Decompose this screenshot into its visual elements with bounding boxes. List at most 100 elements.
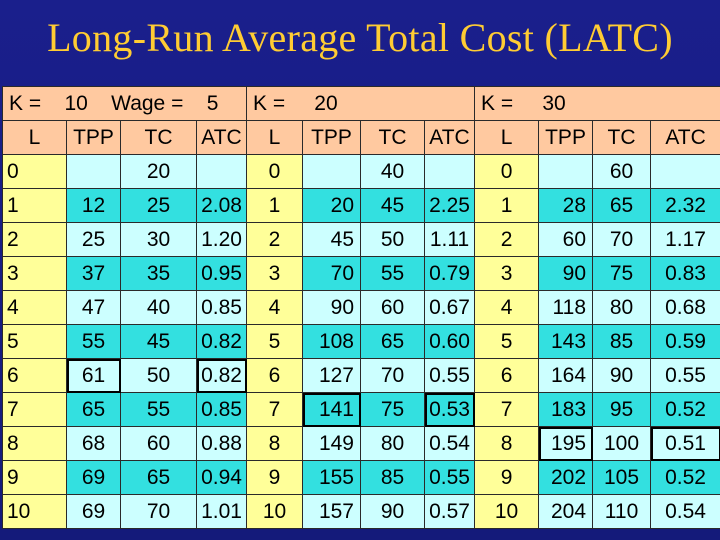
panel-2-tpp-cell: 70 <box>302 256 361 291</box>
panel-1-header-labor: L <box>2 120 67 155</box>
panel-2-tc-cell: 80 <box>360 426 425 461</box>
panel-2-tc-cell: 50 <box>360 222 425 257</box>
panel-3-atc-cell: 0.83 <box>650 256 720 291</box>
table-row: 9 69 65 0.94 9 155 85 0.55 9 202 105 0.52 <box>2 460 720 495</box>
panel-1-tc-cell: 40 <box>120 290 197 325</box>
table-row: 1 12 25 2.08 1 20 45 2.25 1 28 65 2.32 <box>2 188 720 223</box>
panel-3-atc-cell: 0.51 <box>650 426 720 461</box>
panel-1-labor-cell: 6 <box>2 358 67 393</box>
slide-title: Long-Run Average Total Cost (LATC) <box>47 15 673 60</box>
column-header-row: L TPP TC ATC L TPP TC ATC L TPP TC ATC <box>2 120 720 155</box>
panel-1-atc-cell: 1.20 <box>196 222 247 257</box>
panel-2-tc-cell: 55 <box>360 256 425 291</box>
panel-1-header-atc: ATC <box>196 120 247 155</box>
panel-2-tpp-cell: 149 <box>302 426 361 461</box>
panel-3-labor-cell: 6 <box>474 358 540 393</box>
panel-1-tc-cell: 35 <box>120 256 197 291</box>
panel-2-header-tpp: TPP <box>302 120 361 155</box>
panel-3-header-tpp: TPP <box>538 120 594 155</box>
panel-1-atc-cell: 0.82 <box>196 358 247 393</box>
panel-3-tc-cell: 60 <box>592 154 652 189</box>
panel-2-header-tc: TC <box>360 120 425 155</box>
table-row: 10 69 70 1.01 10 157 90 0.57 10 204 110 0.54 <box>2 494 720 529</box>
panel-2-header-labor: L <box>246 120 303 155</box>
table-row: 2 25 30 1.20 2 45 50 1.11 2 60 70 1.17 <box>2 222 720 257</box>
panel-3-tpp-cell: 143 <box>538 324 594 359</box>
panel-3-tpp-cell: 90 <box>538 256 594 291</box>
panel-1-labor-cell: 7 <box>2 392 67 427</box>
panel-2-atc-cell: 0.54 <box>423 426 476 461</box>
panel-3-tpp-cell: 195 <box>538 426 594 461</box>
panel-3-labor-cell: 1 <box>474 188 540 223</box>
panel-2-tpp-cell: 155 <box>302 460 361 495</box>
panel-2-atc-cell: 0.79 <box>423 256 476 291</box>
panel-3-k-label: K = <box>481 91 514 115</box>
panel-1-atc-cell: 0.85 <box>196 392 247 427</box>
panel-3-labor-cell: 8 <box>474 426 540 461</box>
panel-3-labor-cell: 3 <box>474 256 540 291</box>
panel-1-atc-cell: 0.85 <box>196 290 247 325</box>
panel-3-atc-cell: 0.68 <box>650 290 720 325</box>
panel-2-labor-cell: 0 <box>246 154 303 189</box>
panel-1-params: K = 10 Wage = 5 <box>2 86 247 121</box>
panel-2-tpp-cell: 20 <box>302 188 361 223</box>
panel-2-atc-cell: 0.67 <box>423 290 476 325</box>
panel-2-atc-cell: 0.57 <box>423 494 476 529</box>
panel-3-labor-cell: 7 <box>474 392 540 427</box>
panel-1-tpp-cell: 25 <box>66 222 121 257</box>
panel-2-tc-cell: 40 <box>360 154 425 189</box>
panel-3-tpp-cell: 204 <box>538 494 594 529</box>
table-row: 3 37 35 0.95 3 70 55 0.79 3 90 75 0.83 <box>2 256 720 291</box>
panel-3-labor-cell: 2 <box>474 222 540 257</box>
panel-1-labor-cell: 4 <box>2 290 67 325</box>
panel-3-tpp-cell: 118 <box>538 290 594 325</box>
panel-1-atc-cell: 0.82 <box>196 324 247 359</box>
table-row: 6 61 50 0.82 6 127 70 0.55 6 164 90 0.55 <box>2 358 720 393</box>
panel-1-tpp-cell: 69 <box>66 494 121 529</box>
panel-3-labor-cell: 4 <box>474 290 540 325</box>
panel-3-atc-cell: 0.54 <box>650 494 720 529</box>
panel-3-atc-cell: 0.55 <box>650 358 720 393</box>
panel-3-tpp-cell: 60 <box>538 222 594 257</box>
panel-3-tpp-cell: 183 <box>538 392 594 427</box>
panel-2-tc-cell: 60 <box>360 290 425 325</box>
panel-1-tpp-cell: 12 <box>66 188 121 223</box>
panel-3-tc-cell: 70 <box>592 222 652 257</box>
panel-1-tc-cell: 25 <box>120 188 197 223</box>
panel-1-header-tc: TC <box>120 120 197 155</box>
panel-2-tpp-cell: 90 <box>302 290 361 325</box>
panel-1-atc-cell: 0.88 <box>196 426 247 461</box>
panel-1-labor-cell: 2 <box>2 222 67 257</box>
panel-2-k-value: 20 <box>314 91 338 115</box>
panel-2-labor-cell: 1 <box>246 188 303 223</box>
panel-2-tpp-cell: 108 <box>302 324 361 359</box>
panel-3-labor-cell: 10 <box>474 494 540 529</box>
panel-1-tpp-cell <box>66 154 121 189</box>
parameters-row: K = 10 Wage = 5 K = 20 K = 30 <box>2 86 720 121</box>
panel-1-tc-cell: 20 <box>120 154 197 189</box>
panel-2-labor-cell: 6 <box>246 358 303 393</box>
panel-2-atc-cell: 1.11 <box>423 222 476 257</box>
panel-2-labor-cell: 5 <box>246 324 303 359</box>
panel-2-tpp-cell: 157 <box>302 494 361 529</box>
panel-1-tc-cell: 65 <box>120 460 197 495</box>
panel-1-tc-cell: 70 <box>120 494 197 529</box>
panel-3-tc-cell: 100 <box>592 426 652 461</box>
panel-3-atc-cell: 0.52 <box>650 392 720 427</box>
table-row: 5 55 45 0.82 5 108 65 0.60 5 143 85 0.59 <box>2 324 720 359</box>
panel-1-labor-cell: 8 <box>2 426 67 461</box>
panel-2-k-label: K = <box>253 91 286 115</box>
panel-3-atc-cell: 1.17 <box>650 222 720 257</box>
panel-2-labor-cell: 4 <box>246 290 303 325</box>
table-row: 0 20 0 40 0 60 <box>2 154 720 189</box>
panel-2-labor-cell: 9 <box>246 460 303 495</box>
panel-3-tc-cell: 65 <box>592 188 652 223</box>
panel-1-header-tpp: TPP <box>66 120 121 155</box>
panel-1-atc-cell: 2.08 <box>196 188 247 223</box>
panel-3-tpp-cell: 164 <box>538 358 594 393</box>
panel-1-tc-cell: 45 <box>120 324 197 359</box>
panel-1-atc-cell: 1.01 <box>196 494 247 529</box>
panel-1-labor-cell: 9 <box>2 460 67 495</box>
panel-3-atc-cell: 0.59 <box>650 324 720 359</box>
